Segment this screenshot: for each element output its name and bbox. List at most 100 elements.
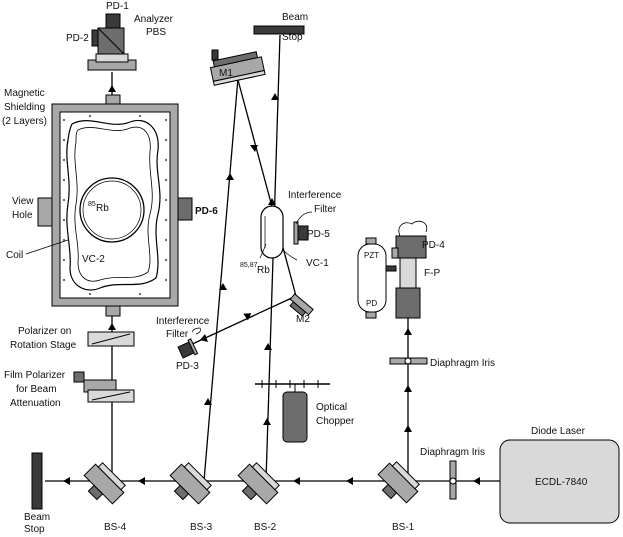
- bs4-label: BS-4: [104, 522, 127, 533]
- pd4-body: [395, 235, 427, 259]
- dot: [165, 159, 167, 161]
- pd2-body: [91, 29, 99, 47]
- interference-left-label-1: Interference: [156, 316, 210, 327]
- iris-aperture: [404, 357, 412, 365]
- bs3-label: BS-3: [190, 522, 213, 533]
- analyzer-diagonal: [97, 27, 125, 55]
- polarizer-label-2: Rotation Stage: [10, 340, 77, 351]
- pd2-label: PD-2: [66, 33, 89, 44]
- coil-inner-outline: [74, 126, 153, 282]
- arrow: [63, 477, 70, 485]
- dot: [165, 139, 167, 141]
- analyzer-stage: [95, 53, 129, 63]
- rb85-mass: 85: [88, 201, 96, 208]
- bs-2: [237, 462, 280, 505]
- dot: [63, 199, 65, 201]
- pd3-label: PD-3: [176, 361, 199, 372]
- pd1-body: [105, 13, 121, 29]
- arrow: [268, 198, 276, 205]
- pd4-label: PD-4: [422, 240, 445, 251]
- shield-port-bottom: [105, 305, 121, 317]
- rb85-symbol: Rb: [96, 203, 109, 214]
- bs-base: [241, 484, 258, 501]
- optical-chopper: Optical Chopper: [255, 380, 355, 443]
- bs2-label: BS-2: [254, 522, 277, 533]
- dot: [63, 179, 65, 181]
- beam-stop-top: Beam Stop: [253, 12, 308, 43]
- pd3-lead: [191, 327, 201, 335]
- interference-top-label-1: Interference: [288, 190, 342, 201]
- bs-plate: [97, 462, 126, 491]
- pd3-filter: [187, 338, 199, 356]
- bs-plate: [251, 462, 280, 491]
- arrow: [108, 85, 116, 92]
- bs-1: [377, 461, 420, 504]
- mirror-m2: [289, 293, 314, 317]
- dot: [165, 199, 167, 201]
- view-label-2: Hole: [12, 210, 33, 221]
- dot: [165, 279, 167, 281]
- beam-stop-left: Beam Stop: [24, 452, 50, 535]
- arrow: [404, 385, 412, 392]
- dot: [63, 219, 65, 221]
- view-label-1: View: [12, 196, 34, 207]
- optical-label-1: Optical: [316, 402, 347, 413]
- bs-plate: [391, 461, 420, 490]
- arrow: [219, 283, 227, 290]
- vc1-lead: [259, 243, 267, 259]
- film-label-2: for Beam: [16, 384, 57, 395]
- beam-stop-left-label-2: Stop: [24, 524, 45, 535]
- film-label-1: Film Polarizer: [4, 370, 66, 381]
- bs-3: [169, 462, 212, 505]
- dot: [63, 259, 65, 261]
- pd4-cable: [398, 220, 428, 237]
- beam-arrows: [63, 85, 480, 485]
- arrow: [250, 145, 258, 152]
- mirror-m1: [209, 51, 266, 86]
- film-polarizer: Film Polarizer for Beam Attenuation: [4, 370, 135, 409]
- m1-label: M1: [219, 68, 233, 79]
- arrow: [204, 398, 212, 405]
- ecdl-label: ECDL-7840: [535, 477, 588, 488]
- view-hole: [37, 197, 53, 227]
- beam-stop-top-label-1: Beam: [282, 12, 308, 23]
- diaphragm-lower-label: Diaphragm Iris: [420, 447, 485, 458]
- bs-4: [83, 462, 126, 505]
- fabry-perot: PD-4 F-P PZT PD: [357, 220, 445, 319]
- coil-label: Coil: [6, 250, 23, 261]
- dot: [139, 115, 141, 117]
- beam-stop-top-label-2: Stop: [282, 32, 303, 43]
- pd5-filter: [293, 221, 299, 245]
- beam-m1-m2: [237, 79, 297, 297]
- fp-body: [399, 257, 417, 289]
- diode-laser: Diode Laser ECDL-7840: [499, 426, 620, 524]
- vc1-label: VC-1: [306, 258, 329, 269]
- dot: [89, 115, 91, 117]
- diaphragm-iris-upper: Diaphragm Iris: [389, 357, 495, 369]
- coil-lead: [25, 239, 69, 255]
- arrow: [404, 328, 412, 335]
- dot: [63, 139, 65, 141]
- polarizer-line: [91, 333, 131, 345]
- analyzer-label-1: Analyzer: [134, 14, 174, 25]
- magnetic-label-3: (2 Layers): [2, 116, 47, 127]
- optical-label-2: Chopper: [316, 416, 355, 427]
- dot: [63, 119, 65, 121]
- dot: [89, 293, 91, 295]
- pd-cap: [365, 311, 377, 319]
- arrow: [200, 334, 208, 342]
- beam-stop-block: [253, 25, 305, 35]
- arrow: [293, 477, 300, 485]
- pd-label: PD: [366, 299, 377, 308]
- shield-inner: [59, 111, 171, 299]
- film-label-3: Attenuation: [10, 398, 61, 409]
- diaphragm-upper-label: Diaphragm Iris: [430, 358, 495, 369]
- pzt-label: PZT: [364, 251, 379, 260]
- dot: [165, 259, 167, 261]
- m1-knob: [211, 49, 219, 61]
- magnetic-shielding: 85 Rb VC-2 PD-6 View Hole Magnetic Shiel…: [2, 88, 218, 317]
- bs-base: [173, 484, 190, 501]
- vc1-body: [260, 205, 284, 259]
